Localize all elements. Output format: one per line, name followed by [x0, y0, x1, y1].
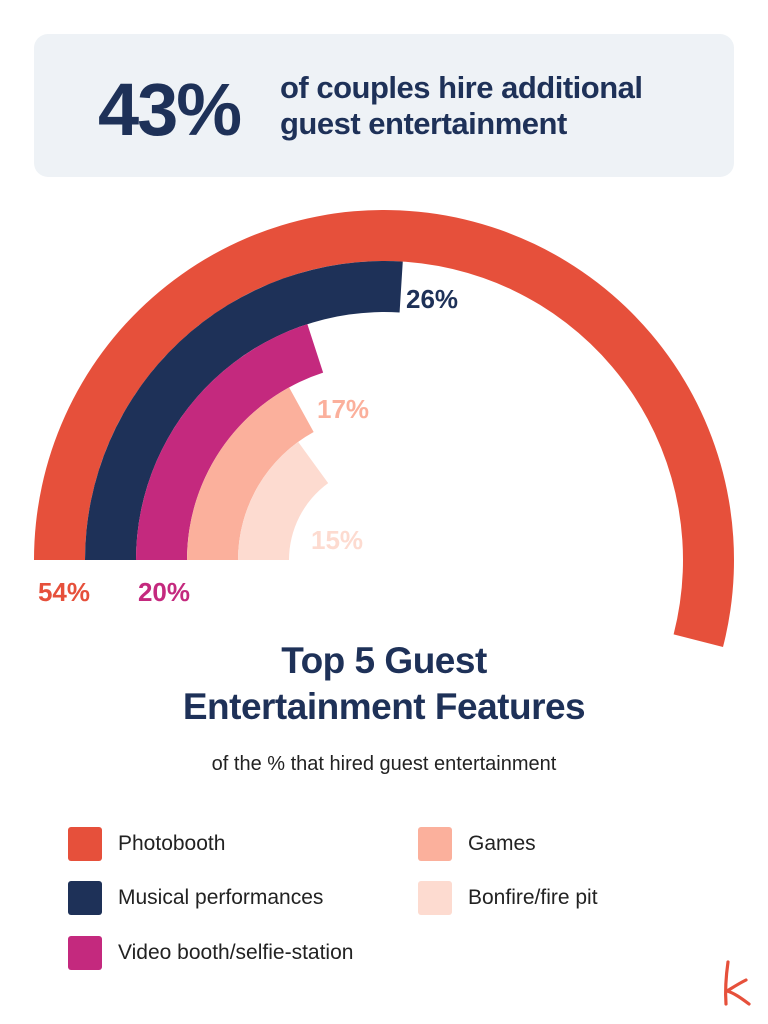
bar-musical-performances: [85, 260, 403, 560]
legend-label: Musical performances: [118, 886, 324, 909]
bar-video-booth-selfie-station: [136, 324, 324, 560]
data-label-games: 17%: [317, 394, 369, 424]
legend-swatch: [68, 936, 102, 970]
banner-percent: 43%: [98, 68, 242, 151]
legend-item-games: Games: [418, 826, 536, 862]
banner-text: of couples hire additional guest enterta…: [280, 70, 643, 141]
data-label-bonfire-fire-pit: 15%: [311, 525, 363, 555]
data-label-video-booth-selfie-station: 20%: [138, 577, 190, 607]
chart-title: Top 5 Guest Entertainment Features: [0, 638, 768, 730]
legend-swatch: [418, 827, 452, 861]
legend-swatch: [68, 881, 102, 915]
data-label-musical-performances: 26%: [406, 284, 458, 314]
legend-label: Photobooth: [118, 832, 226, 855]
legend-label: Games: [468, 832, 536, 855]
k-logo-icon: [724, 960, 751, 1006]
chart-title-line-1: Top 5 Guest: [281, 640, 487, 681]
bar-bonfire-fire-pit: [238, 441, 329, 560]
data-label-photobooth: 54%: [38, 577, 90, 607]
summary-banner: [34, 34, 734, 177]
legend-item-photobooth: Photobooth: [68, 826, 225, 862]
legend-item-musical-performances: Musical performances: [68, 880, 323, 916]
bar-games: [187, 387, 314, 560]
radial-bar-chart: 54% 26% 20% 17% 15%: [34, 210, 734, 648]
legend-item-bonfire-fire-pit: Bonfire/fire pit: [418, 880, 598, 916]
legend-item-video-booth-selfie-station: Video booth/selfie-station: [68, 935, 353, 971]
chart-subtitle: of the % that hired guest entertainment: [211, 753, 557, 775]
legend-label: Bonfire/fire pit: [468, 886, 598, 909]
legend-swatch: [68, 827, 102, 861]
legend-label: Video booth/selfie-station: [118, 941, 354, 964]
chart-title-line-2: Entertainment Features: [182, 686, 586, 727]
legend-swatch: [418, 881, 452, 915]
